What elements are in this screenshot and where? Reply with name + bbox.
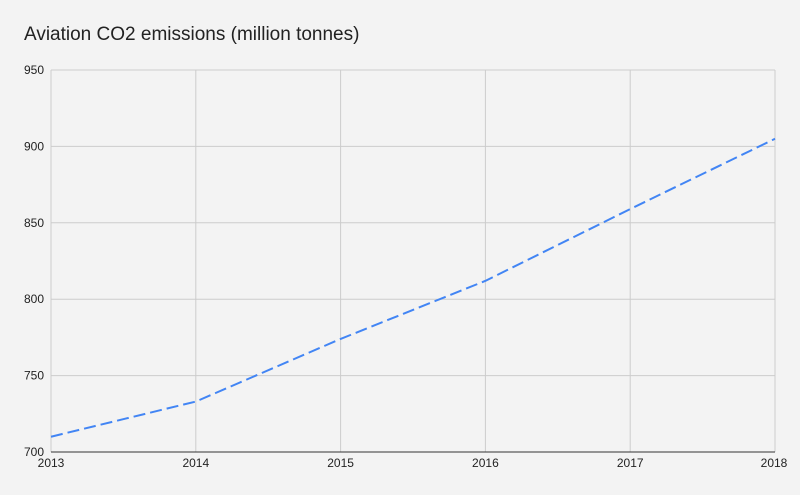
x-tick-label: 2016 [472, 456, 499, 470]
y-tick-label: 850 [24, 216, 44, 230]
x-tick-label: 2013 [38, 456, 65, 470]
y-tick-label: 700 [24, 445, 44, 459]
series-layer [50, 137, 776, 438]
tick-label-layer: 700 750 800 850 900 950 2013 2014 2015 2016 2017 20… [24, 63, 788, 470]
x-tick-label: 2018 [761, 456, 788, 470]
y-tick-label: 900 [24, 139, 44, 153]
x-tick-label: 2015 [327, 456, 354, 470]
y-tick-label: 800 [24, 292, 44, 306]
y-tick-label: 950 [24, 63, 44, 77]
grid-layer [50, 69, 776, 452]
chart-title: Aviation CO2 emissions (million tonnes) [24, 24, 360, 45]
series-line [50, 137, 776, 438]
x-tick-label: 2014 [182, 456, 209, 470]
y-tick-label: 750 [24, 369, 44, 383]
x-tick-label: 2017 [617, 456, 644, 470]
